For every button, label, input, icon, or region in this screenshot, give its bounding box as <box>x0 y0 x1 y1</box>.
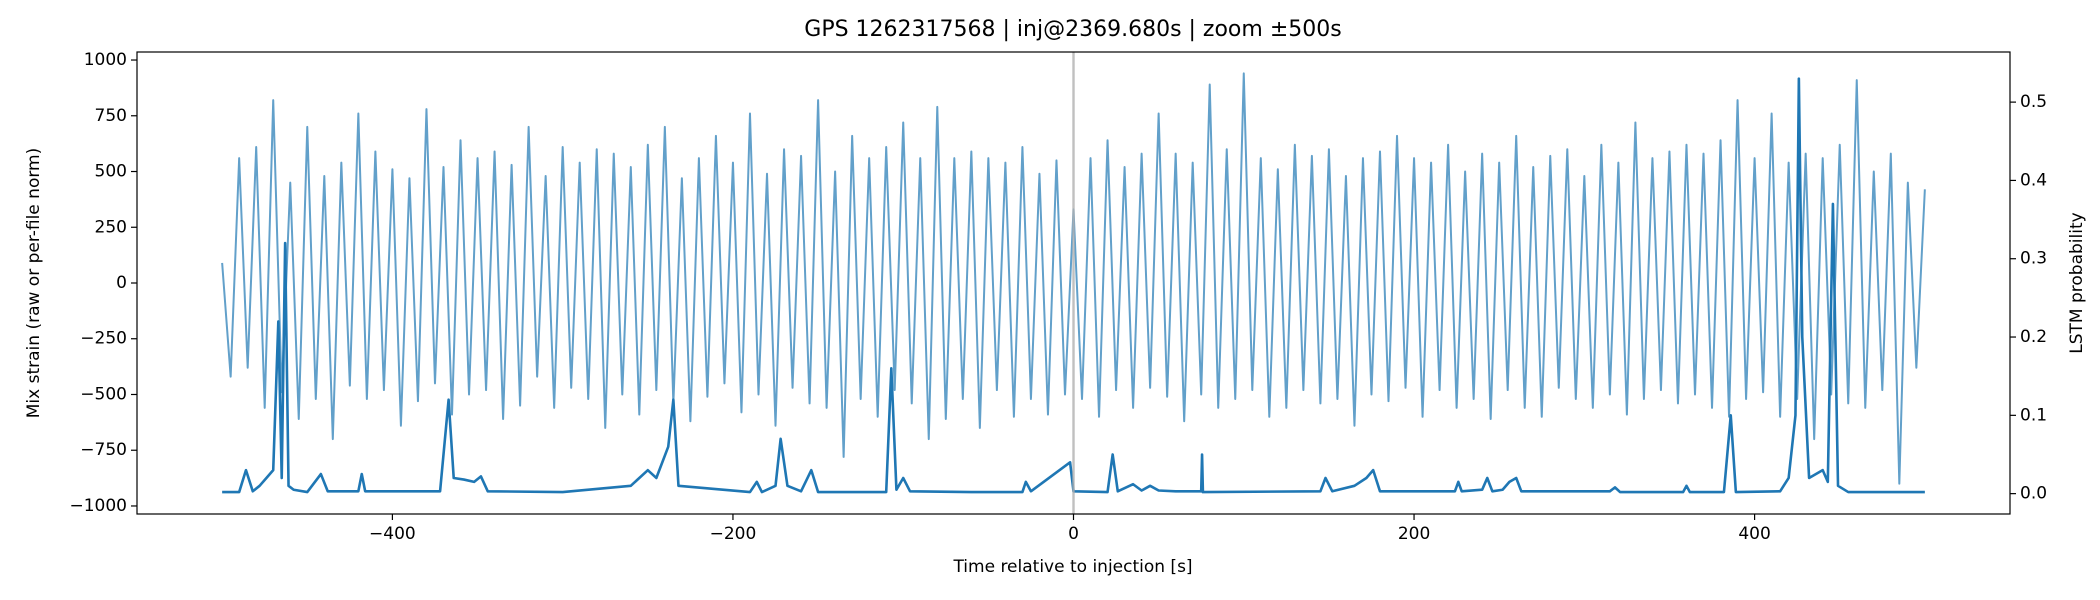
y2-axis-label: LSTM probability <box>2067 212 2087 353</box>
y-axis-label: Mix strain (raw or per-file norm) <box>24 148 44 418</box>
x-axis-label: Time relative to injection [s] <box>952 557 1192 577</box>
x-tick-label: 200 <box>1398 524 1430 544</box>
y2-tick-label: 0.5 <box>2020 92 2047 112</box>
plot-frame <box>136 51 2011 515</box>
x-tick-label: 0 <box>1068 524 1079 544</box>
y-tick-label: −1000 <box>69 496 127 516</box>
y-tick-label: 500 <box>95 162 127 182</box>
x-tick-label: 400 <box>1738 524 1770 544</box>
y2-tick-label: 0.0 <box>2020 484 2047 504</box>
y-tick-label: −750 <box>80 440 127 460</box>
y-tick-label: 750 <box>95 106 127 126</box>
y2-tick-label: 0.3 <box>2020 249 2047 269</box>
y2-tick-label: 0.4 <box>2020 170 2047 190</box>
series-line <box>222 77 1925 494</box>
y-tick-label: −500 <box>80 384 127 404</box>
x-tick-label: −200 <box>710 524 757 544</box>
y-tick-label: 1000 <box>84 50 127 70</box>
x-tick-label: −400 <box>369 524 416 544</box>
y-tick-label: 0 <box>116 273 127 293</box>
y-tick-label: 250 <box>95 217 127 237</box>
y2-tick-label: 0.2 <box>2020 327 2047 347</box>
y-tick-label: −250 <box>80 329 127 349</box>
y2-tick-label: 0.1 <box>2020 405 2047 425</box>
chart-title: GPS 1262317568 | inj@2369.680s | zoom ±5… <box>804 17 1341 42</box>
